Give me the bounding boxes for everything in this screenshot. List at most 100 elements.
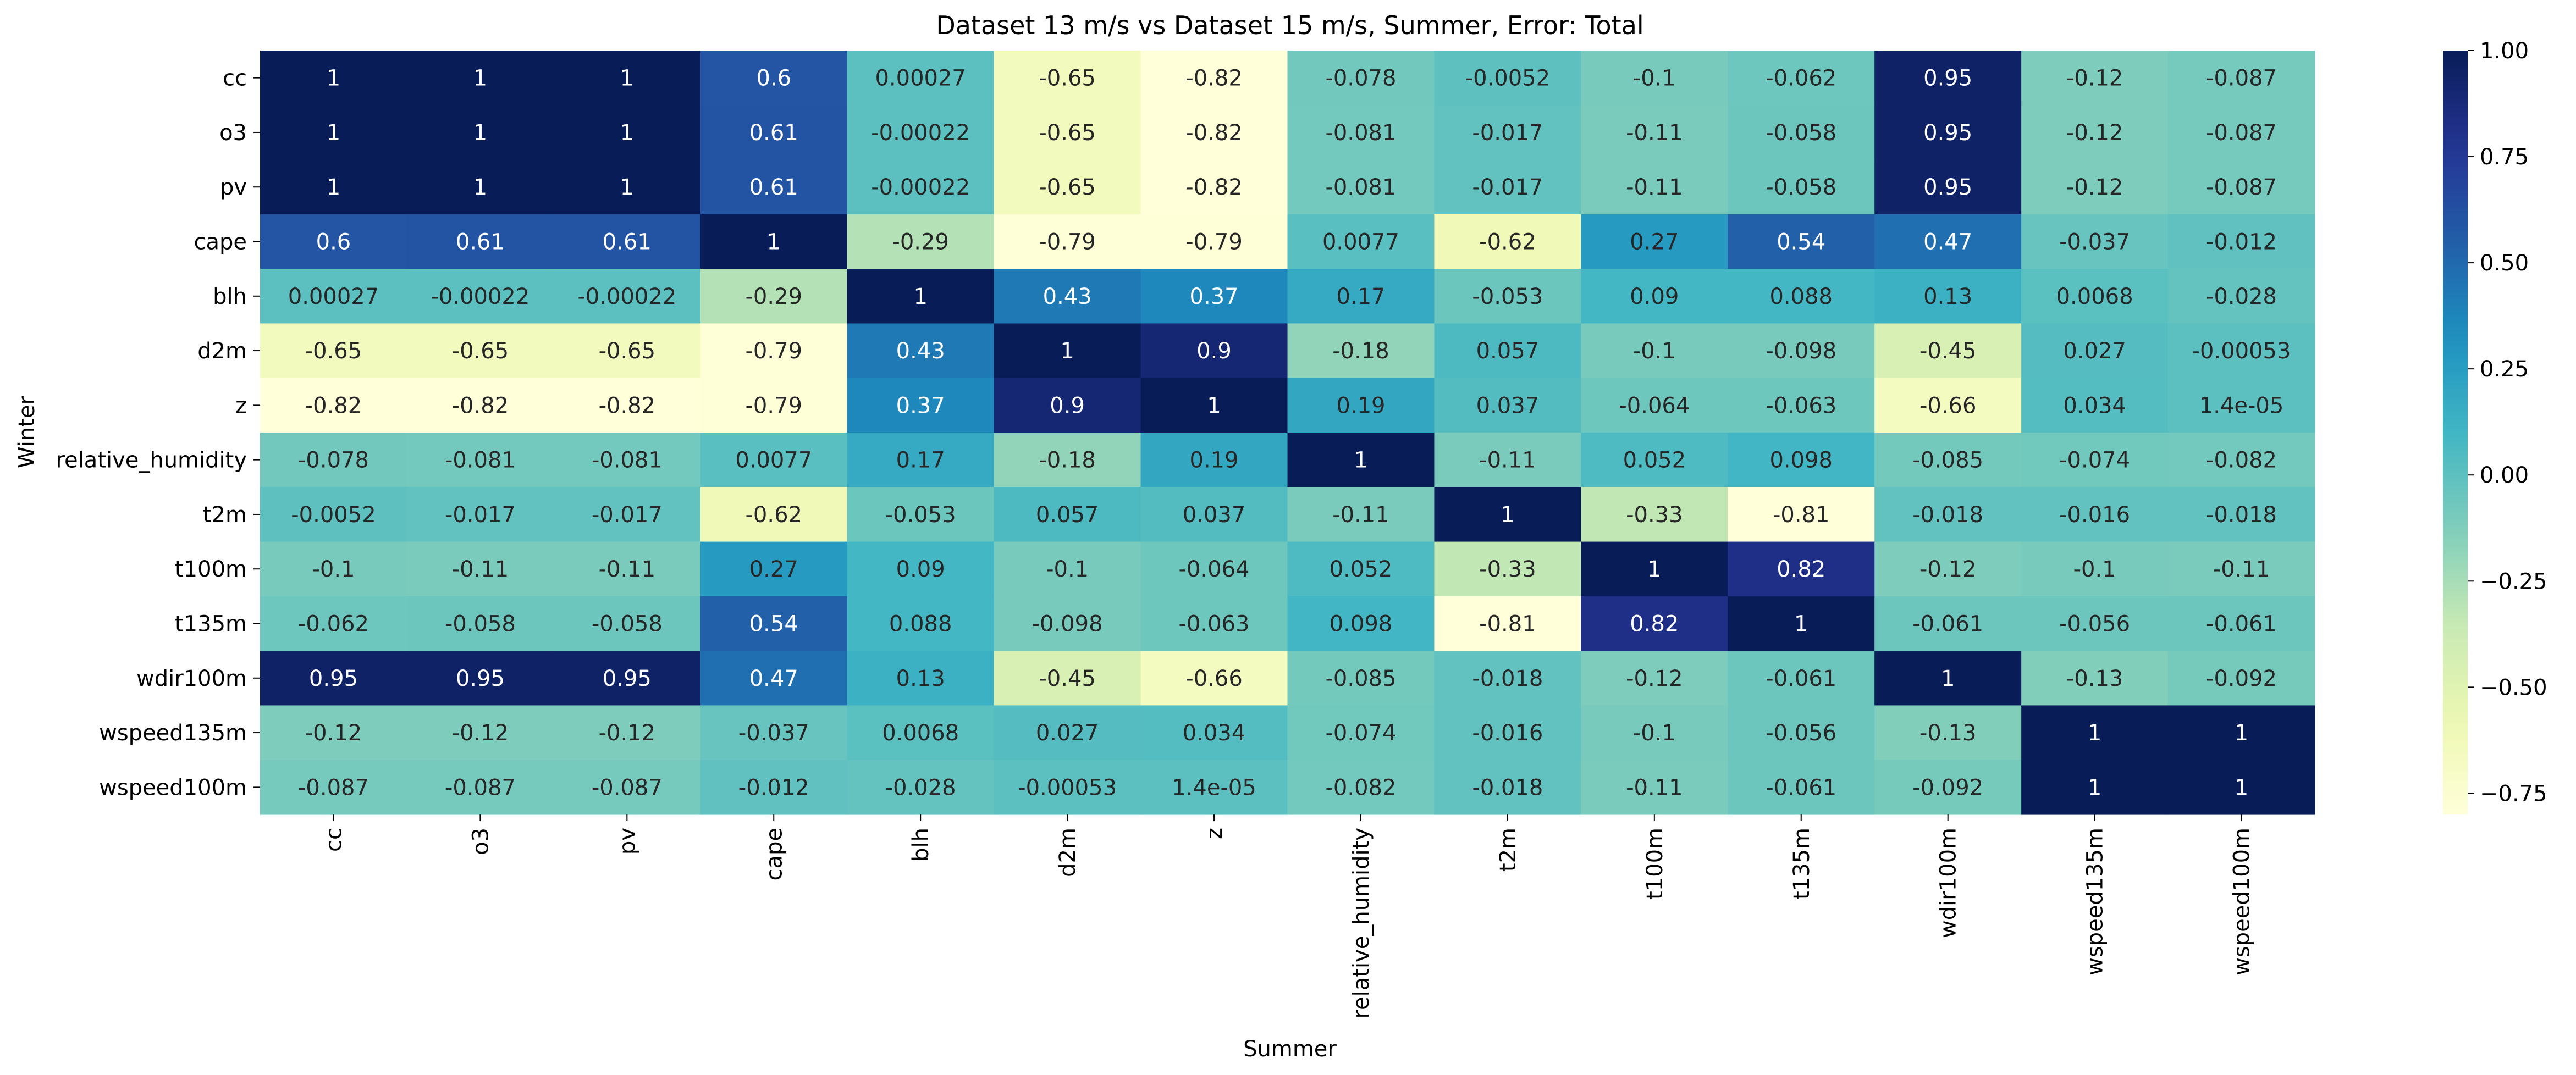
heatmap-cell-value: 1 <box>620 120 634 146</box>
heatmap-cell-value: -0.058 <box>1766 175 1836 200</box>
heatmap-cell <box>994 596 1141 651</box>
heatmap-cell <box>1874 378 2022 433</box>
heatmap-cell <box>406 159 554 215</box>
colorbar-tick-label: 0.25 <box>2480 357 2529 382</box>
heatmap-cell-value: -0.45 <box>1039 666 1096 691</box>
heatmap-cell <box>994 487 1141 542</box>
heatmap-cell-value: -0.016 <box>2059 502 2130 528</box>
heatmap-cell <box>1874 433 2022 487</box>
heatmap-cell-value: 0.088 <box>1769 284 1833 309</box>
heatmap-cell <box>406 541 554 597</box>
heatmap-cell <box>1287 51 1435 106</box>
heatmap-cell-value: 1 <box>913 284 927 309</box>
heatmap-cell-value: 1.4e-05 <box>1172 775 1256 800</box>
heatmap-cell <box>1874 760 2022 815</box>
heatmap-cell <box>700 378 848 433</box>
heatmap-cell-value: 1 <box>1941 666 1955 691</box>
heatmap-cell <box>1434 705 1581 761</box>
heatmap-cell-value: -0.11 <box>2213 557 2270 582</box>
heatmap-cell-value: 0.47 <box>749 666 798 691</box>
heatmap-cell <box>260 651 407 706</box>
heatmap-cell-value: -0.082 <box>1325 775 1396 800</box>
heatmap-cell-value: -0.018 <box>1472 775 1543 800</box>
heatmap-cell <box>1728 433 1875 487</box>
heatmap-cell <box>1287 541 1435 597</box>
heatmap-cell-value: 1 <box>2235 721 2248 746</box>
heatmap-cell <box>1581 159 1728 215</box>
heatmap-cell <box>994 541 1141 597</box>
x-tick-label: blh <box>908 828 934 862</box>
heatmap-cell <box>1728 159 1875 215</box>
heatmap-cell-value: 0.19 <box>1336 393 1385 418</box>
heatmap-cell-value: 1 <box>620 66 634 91</box>
heatmap-cell <box>1728 705 1875 761</box>
heatmap-cell <box>1581 705 1728 761</box>
heatmap-cell-value: -0.092 <box>2206 666 2277 691</box>
heatmap-cell-value: -0.063 <box>1766 393 1836 418</box>
heatmap-cell <box>2021 651 2169 706</box>
heatmap-cell <box>2168 705 2315 761</box>
heatmap-cell <box>1434 487 1581 542</box>
heatmap-cell-value: 0.0068 <box>2056 284 2133 309</box>
y-tick-label: t2m <box>203 502 247 528</box>
heatmap-cell <box>1728 541 1875 597</box>
heatmap-cell-value: -0.12 <box>1626 666 1683 691</box>
heatmap-cell <box>1287 596 1435 651</box>
heatmap-cell <box>1140 214 1288 269</box>
heatmap-cell <box>553 51 701 106</box>
heatmap-cell <box>700 596 848 651</box>
heatmap-cell-value: -0.082 <box>2206 448 2277 473</box>
heatmap-cell-value: 0.82 <box>1630 612 1679 637</box>
heatmap-cell-value: 0.098 <box>1769 448 1833 473</box>
heatmap-cell-value: -0.016 <box>1472 721 1543 746</box>
heatmap-cell-value: 1 <box>767 230 781 255</box>
heatmap-cell <box>994 214 1141 269</box>
heatmap-cell <box>1581 323 1728 379</box>
heatmap-cell <box>1728 760 1875 815</box>
heatmap-cell <box>1140 541 1288 597</box>
heatmap-cell-value: -0.82 <box>1185 175 1243 200</box>
heatmap-cell-value: 0.09 <box>896 557 945 582</box>
heatmap-cell <box>2168 105 2315 160</box>
heatmap-cell-value: -0.017 <box>445 502 516 528</box>
heatmap-cell <box>1434 105 1581 160</box>
heatmap-cell <box>994 705 1141 761</box>
heatmap-cell-value: -0.33 <box>1479 557 1536 582</box>
heatmap-cell-value: -0.82 <box>305 393 362 418</box>
x-tick-label: d2m <box>1055 828 1080 877</box>
heatmap-cell-value: -0.078 <box>1325 66 1396 91</box>
heatmap-cell <box>260 269 407 324</box>
heatmap-cell <box>700 159 848 215</box>
heatmap-cell-value: -0.12 <box>452 721 509 746</box>
heatmap-cell <box>1140 433 1288 487</box>
heatmap-cell-value: -0.017 <box>592 502 663 528</box>
heatmap-cell-value: -0.11 <box>1626 175 1683 200</box>
heatmap-cell <box>700 214 848 269</box>
heatmap-cell <box>553 541 701 597</box>
heatmap-cell <box>2168 323 2315 379</box>
y-tick-label: wdir100m <box>136 666 247 691</box>
heatmap-cell-value: -0.074 <box>2059 448 2130 473</box>
heatmap-cell-value: 1 <box>620 175 634 200</box>
y-tick-label: pv <box>220 175 247 200</box>
x-tick-label: cc <box>321 828 346 852</box>
heatmap-cell-value: -0.081 <box>445 448 516 473</box>
heatmap-cell-value: 0.0068 <box>882 721 959 746</box>
heatmap-cell-value: -0.79 <box>1039 230 1096 255</box>
heatmap-cell <box>260 323 407 379</box>
heatmap-cell-value: -0.085 <box>1912 448 1983 473</box>
heatmap-cell <box>1581 378 1728 433</box>
y-tick-label: blh <box>213 284 247 309</box>
heatmap-cell <box>1581 214 1728 269</box>
heatmap-cell-value: -0.82 <box>1185 66 1243 91</box>
heatmap-cell-value: -0.00022 <box>871 175 970 200</box>
heatmap-cell-value: 1.4e-05 <box>2199 393 2284 418</box>
heatmap-cell <box>1581 105 1728 160</box>
heatmap-cell-value: 0.95 <box>1923 175 1972 200</box>
heatmap-cell-value: 0.43 <box>896 339 945 364</box>
heatmap-cell-value: -0.018 <box>1472 666 1543 691</box>
heatmap-cell <box>847 705 995 761</box>
heatmap-cell <box>1728 51 1875 106</box>
heatmap-cell-value: -0.79 <box>746 393 803 418</box>
heatmap-cell <box>994 159 1141 215</box>
